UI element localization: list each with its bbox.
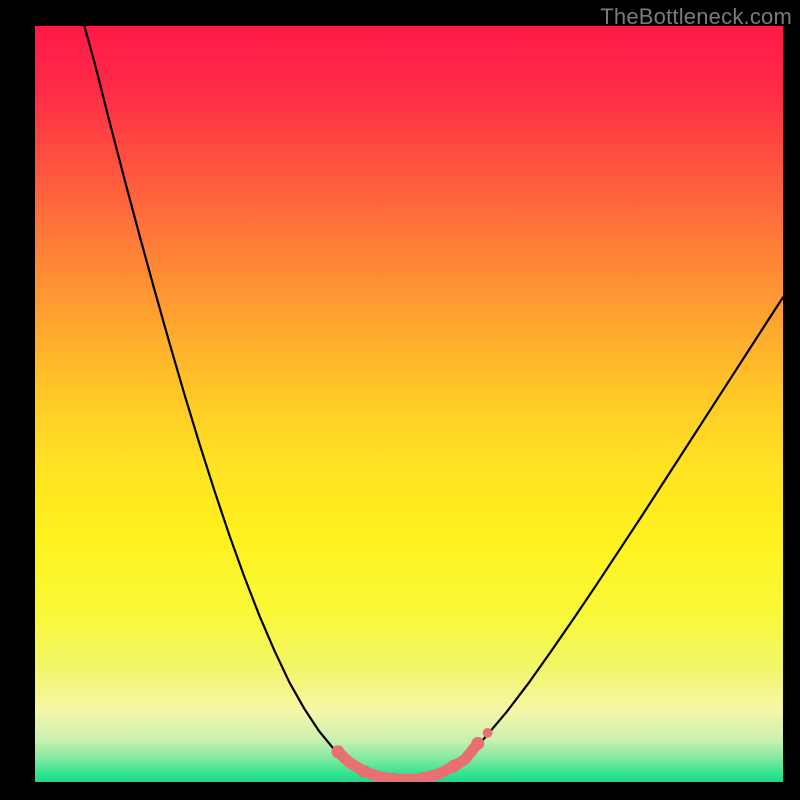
watermark-label: TheBottleneck.com <box>600 4 792 30</box>
chart-frame: TheBottleneck.com <box>0 0 800 800</box>
highlight-marker <box>447 760 460 773</box>
highlight-marker <box>358 765 371 778</box>
plot-area <box>35 26 783 782</box>
highlight-marker <box>471 737 484 750</box>
plot-svg <box>35 26 783 782</box>
highlight-detached-marker <box>483 728 493 738</box>
highlight-marker <box>331 745 344 758</box>
gradient-background <box>35 26 783 782</box>
